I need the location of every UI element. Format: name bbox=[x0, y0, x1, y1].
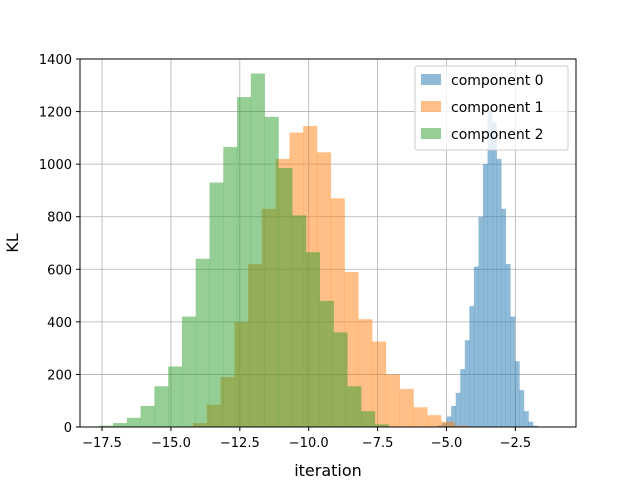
histogram-bar bbox=[278, 168, 293, 428]
histogram-bar bbox=[454, 425, 469, 427]
x-tick-label: −15.0 bbox=[151, 436, 191, 451]
histogram-bar bbox=[510, 316, 516, 427]
y-tick-label: 200 bbox=[47, 368, 72, 383]
histogram-bar bbox=[505, 264, 511, 427]
y-tick-label: 400 bbox=[47, 316, 72, 331]
histogram-bar bbox=[347, 386, 362, 427]
histogram-bar bbox=[440, 421, 456, 427]
histogram-bar bbox=[209, 182, 224, 427]
x-axis-label: iteration bbox=[294, 461, 362, 480]
histogram-bar bbox=[487, 111, 493, 428]
histogram-bar bbox=[223, 147, 238, 428]
histogram-bar bbox=[533, 425, 538, 427]
x-tick-label: −17.5 bbox=[82, 436, 122, 451]
histogram-bar bbox=[140, 405, 155, 427]
y-tick-label: 1000 bbox=[39, 158, 72, 173]
histogram-bar bbox=[264, 116, 279, 427]
histogram-bar bbox=[483, 164, 488, 427]
y-axis-label: KL bbox=[3, 233, 22, 252]
legend-swatch bbox=[421, 101, 441, 112]
histogram-bar bbox=[399, 388, 414, 427]
histogram-bar bbox=[181, 316, 197, 427]
histogram-bar bbox=[113, 423, 128, 427]
x-tick-label: −10.0 bbox=[289, 436, 329, 451]
histogram-bar bbox=[358, 319, 373, 427]
histogram-bar bbox=[460, 369, 466, 427]
histogram-bar bbox=[385, 374, 400, 427]
plot-frame bbox=[79, 58, 577, 428]
x-tick-label: −12.5 bbox=[220, 436, 260, 451]
histogram-bar bbox=[319, 300, 334, 427]
histogram-bar bbox=[501, 208, 507, 427]
legend: component 0 component 1 component 2 bbox=[414, 65, 569, 151]
histogram-bar bbox=[469, 306, 475, 427]
x-tick-label: −2.5 bbox=[500, 436, 532, 451]
histogram-bar bbox=[523, 411, 529, 427]
legend-label: component 2 bbox=[451, 127, 544, 143]
histogram-bar bbox=[451, 405, 457, 427]
histogram-bar bbox=[237, 97, 252, 427]
y-tick-label: 1400 bbox=[39, 53, 72, 68]
y-tick-label: 0 bbox=[64, 421, 72, 436]
histogram-bar bbox=[455, 392, 461, 427]
x-tick-label: −7.5 bbox=[362, 436, 394, 451]
histogram-bar bbox=[361, 411, 376, 427]
histogram-bar bbox=[99, 425, 114, 427]
histogram-bars bbox=[99, 73, 538, 428]
series-0-bars bbox=[432, 111, 538, 428]
histogram-bar bbox=[195, 258, 210, 427]
legend-swatch bbox=[421, 74, 441, 85]
y-tick-label: 600 bbox=[47, 263, 72, 278]
histogram-bar bbox=[305, 252, 321, 427]
x-tick-label: −5.0 bbox=[431, 436, 463, 451]
histogram-bar bbox=[478, 216, 484, 427]
y-tick-label: 800 bbox=[47, 211, 72, 226]
histogram-bar bbox=[374, 424, 389, 427]
histogram-bar bbox=[413, 407, 428, 427]
histogram-bar bbox=[427, 415, 442, 427]
histogram-bar bbox=[514, 361, 520, 427]
histogram-bar bbox=[496, 158, 502, 427]
histogram-bar bbox=[372, 341, 387, 427]
histogram-bar bbox=[528, 421, 534, 427]
histogram-bar bbox=[126, 417, 141, 427]
histogram-bar bbox=[333, 332, 348, 427]
histogram-bar bbox=[519, 390, 525, 427]
histogram-bar bbox=[492, 122, 497, 427]
legend-frame bbox=[414, 65, 569, 151]
histogram-bar bbox=[473, 266, 479, 427]
legend-label: component 0 bbox=[451, 73, 544, 89]
histogram-bar bbox=[464, 340, 470, 427]
histogram-bar bbox=[250, 73, 265, 427]
series-2-bars bbox=[99, 73, 389, 428]
histogram-bar bbox=[168, 366, 183, 427]
legend-swatch bbox=[421, 128, 441, 139]
histogram-bar bbox=[292, 215, 307, 427]
y-tick-label: 1200 bbox=[39, 106, 72, 121]
axis-ticks: −17.5 −15.0 −12.5 −10.0 −7.5 −5.0 −2.5 0 200 400 6… bbox=[39, 53, 531, 451]
histogram-bar bbox=[154, 386, 169, 427]
legend-label: component 1 bbox=[451, 100, 544, 116]
